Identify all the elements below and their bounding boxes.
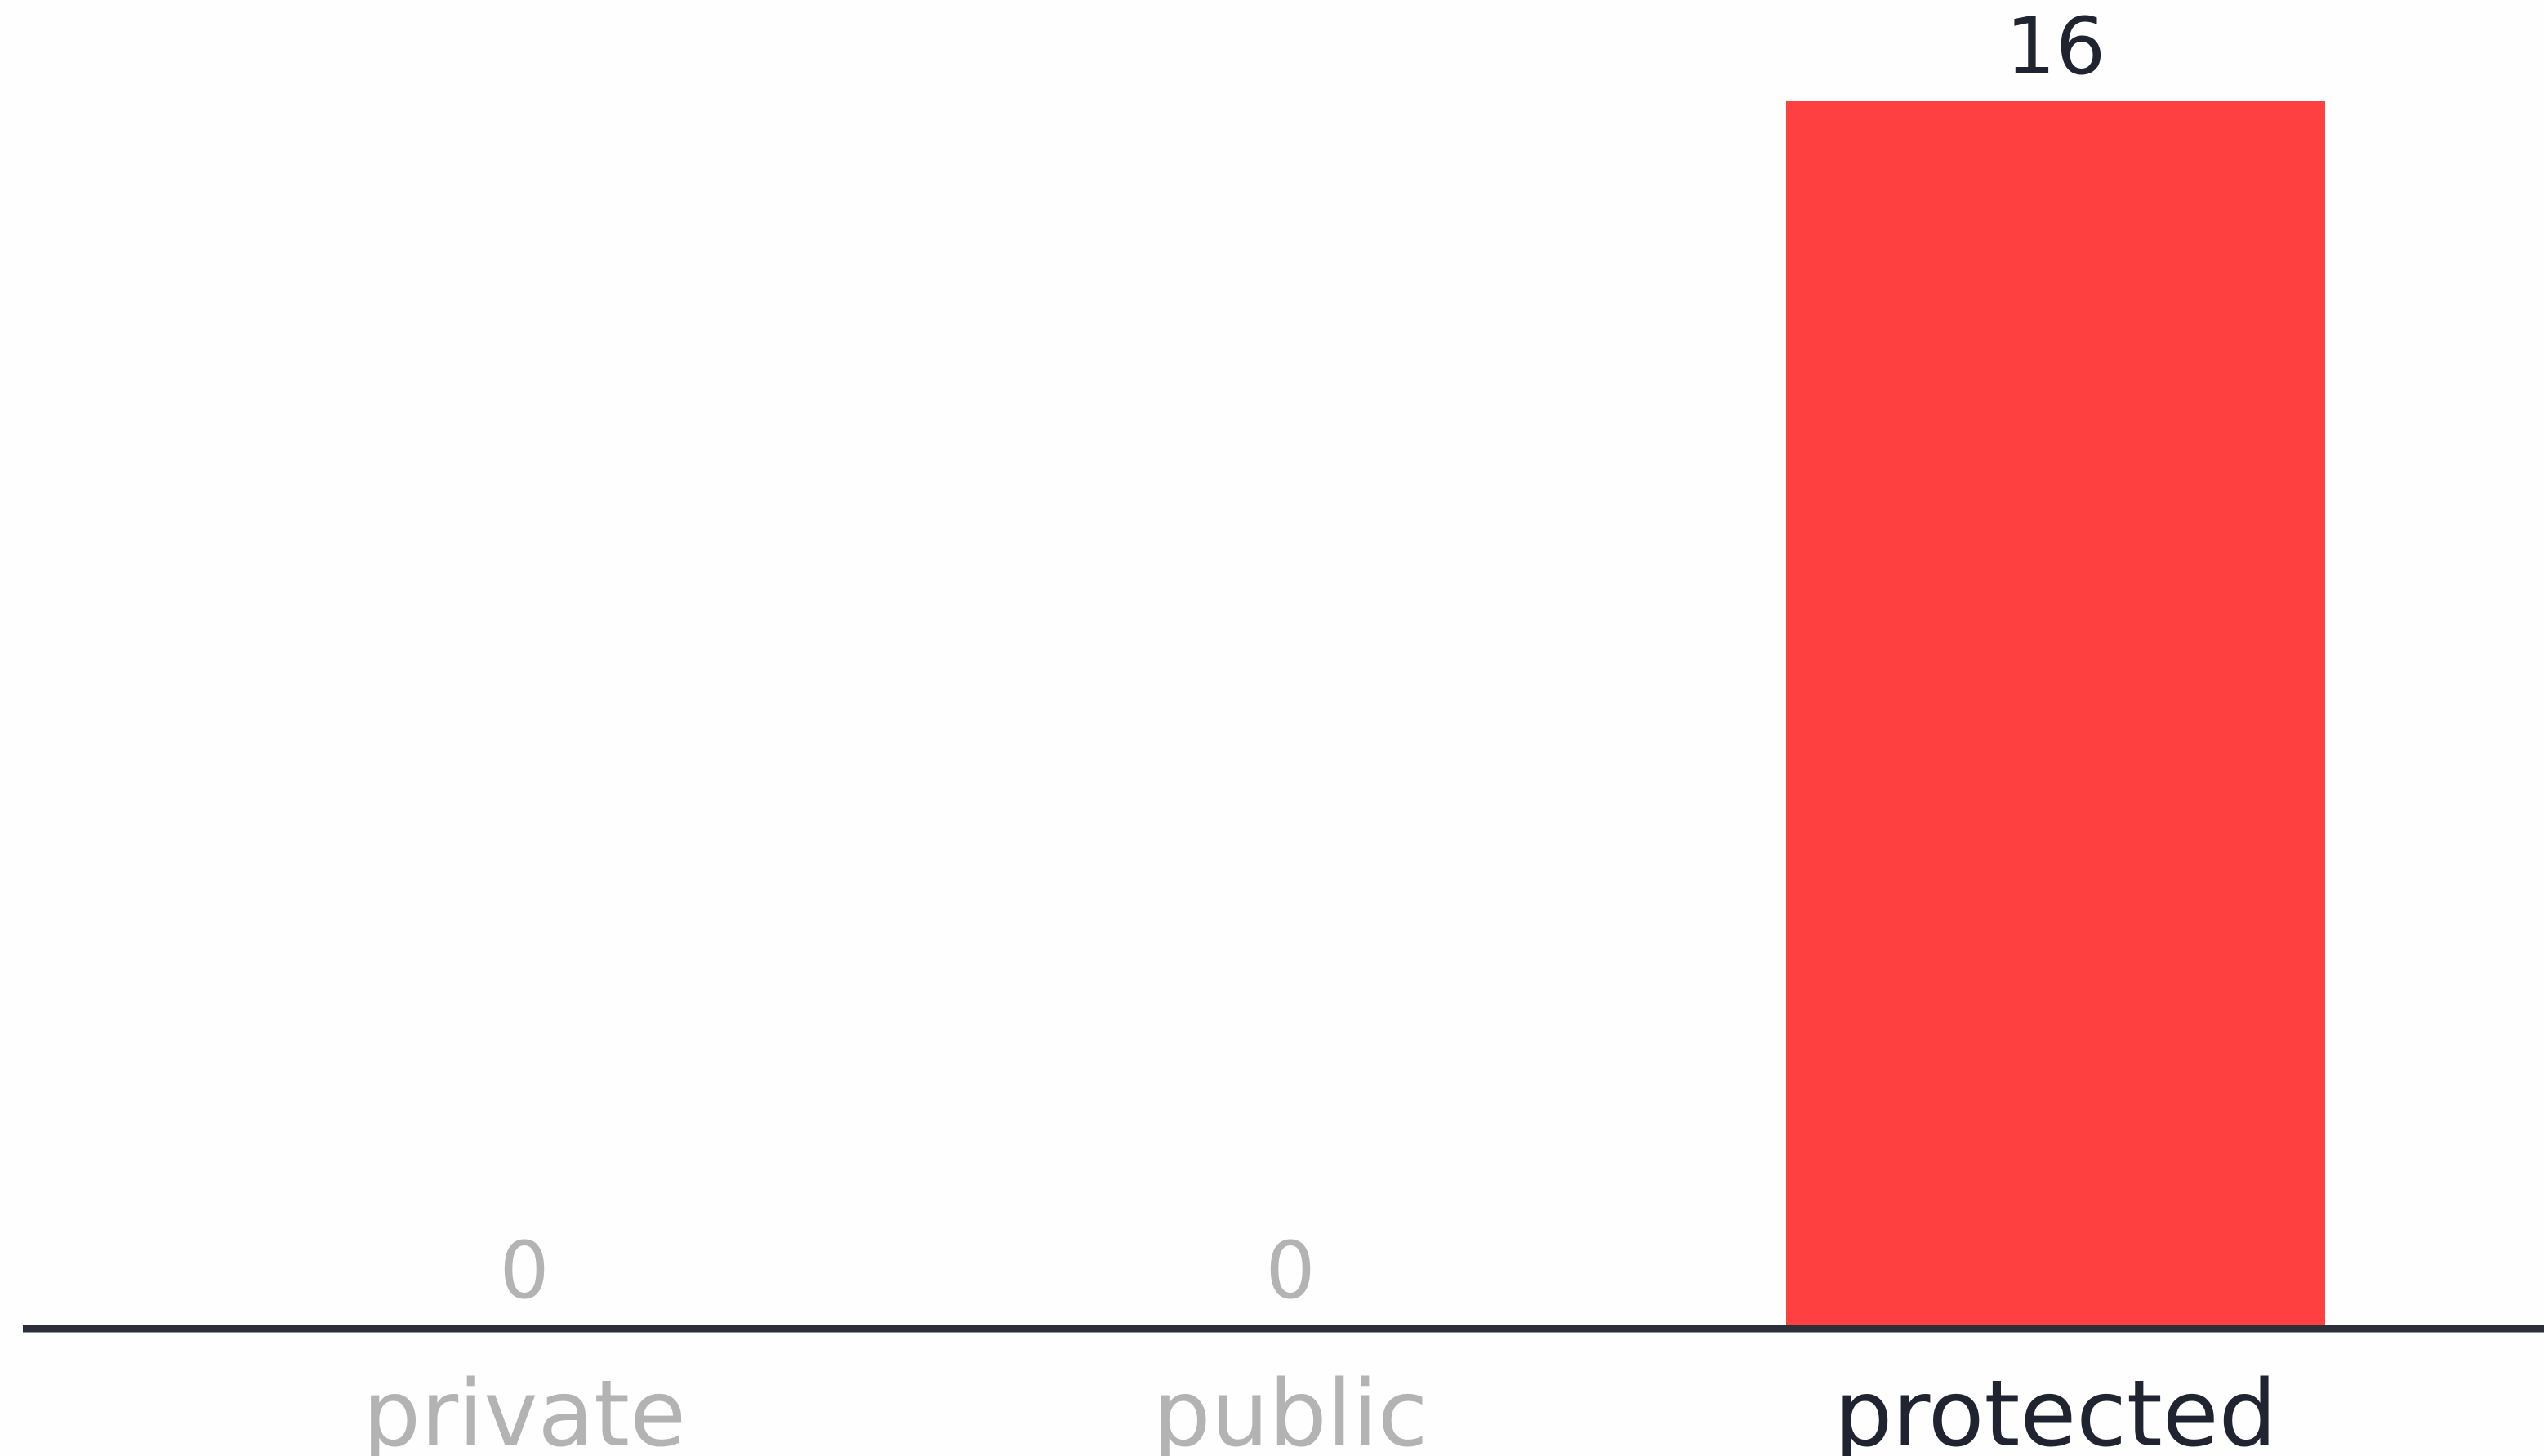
category-label-public: public [1153,1361,1428,1456]
value-label-public: 0 [1265,1225,1315,1316]
value-label-private: 0 [499,1225,549,1316]
bars-layer [1786,101,2325,1325]
bar-protected [1786,101,2325,1325]
category-label-protected: protected [1834,1361,2277,1456]
value-labels-layer: 0 0 16 [499,1,2105,1316]
category-label-private: private [363,1361,686,1456]
category-labels-layer: private public protected [363,1361,2277,1456]
value-label-protected: 16 [2006,1,2105,92]
